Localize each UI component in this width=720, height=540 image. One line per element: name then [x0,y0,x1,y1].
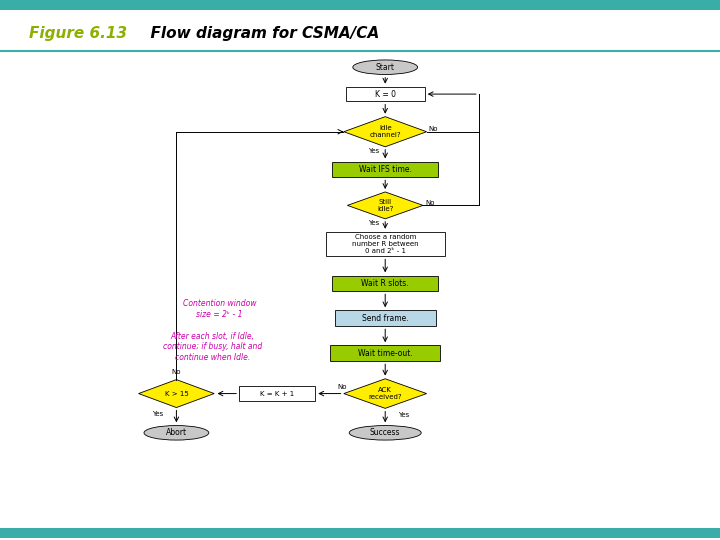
Text: No: No [428,125,438,132]
Text: Wait time-out.: Wait time-out. [358,349,413,357]
Text: Send frame.: Send frame. [362,314,408,323]
Text: Success: Success [370,428,400,437]
Text: 30: 30 [685,526,702,539]
Text: K > 15: K > 15 [165,390,188,396]
Bar [325,232,445,256]
Text: ACK
received?: ACK received? [369,387,402,400]
Text: No: No [171,369,181,375]
Polygon shape [344,117,426,147]
Text: Figure 6.13: Figure 6.13 [29,26,127,41]
Text: Wait R slots.: Wait R slots. [361,279,409,288]
Text: No: No [337,384,347,390]
Text: Flow diagram for CSMA/CA: Flow diagram for CSMA/CA [140,26,379,41]
Text: K = 0: K = 0 [374,90,396,99]
Text: Still
idle?: Still idle? [377,199,393,212]
Bar [332,161,438,177]
Text: Contention window
size = 2ᵏ - 1: Contention window size = 2ᵏ - 1 [183,300,256,319]
Ellipse shape [353,60,418,75]
Bar [335,310,436,326]
Bar [332,275,438,291]
Polygon shape [344,379,426,408]
Text: K = K + 1: K = K + 1 [260,390,294,396]
Ellipse shape [349,426,421,440]
Ellipse shape [144,426,209,440]
Text: Yes: Yes [368,148,379,154]
Bar [0,0,720,10]
Text: Choose a random
number R between
0 and 2ᵏ - 1: Choose a random number R between 0 and 2… [352,234,418,254]
Text: Abort: Abort [166,428,187,437]
Polygon shape [138,380,215,408]
Text: Start: Start [376,63,395,72]
Text: Yes: Yes [368,220,379,226]
Polygon shape [348,192,423,219]
Text: Yes: Yes [152,411,163,417]
Bar [346,87,425,102]
Bar [330,346,440,361]
Text: Idle
channel?: Idle channel? [369,125,401,138]
Text: After each slot, if Idle,
continue; if busy, halt and
continue when Idle.: After each slot, if Idle, continue; if b… [163,332,262,362]
Text: Wait IFS time.: Wait IFS time. [359,165,412,174]
Text: No: No [426,200,435,206]
Text: Yes: Yes [398,413,410,418]
Bar [239,386,315,401]
Bar [0,528,720,538]
